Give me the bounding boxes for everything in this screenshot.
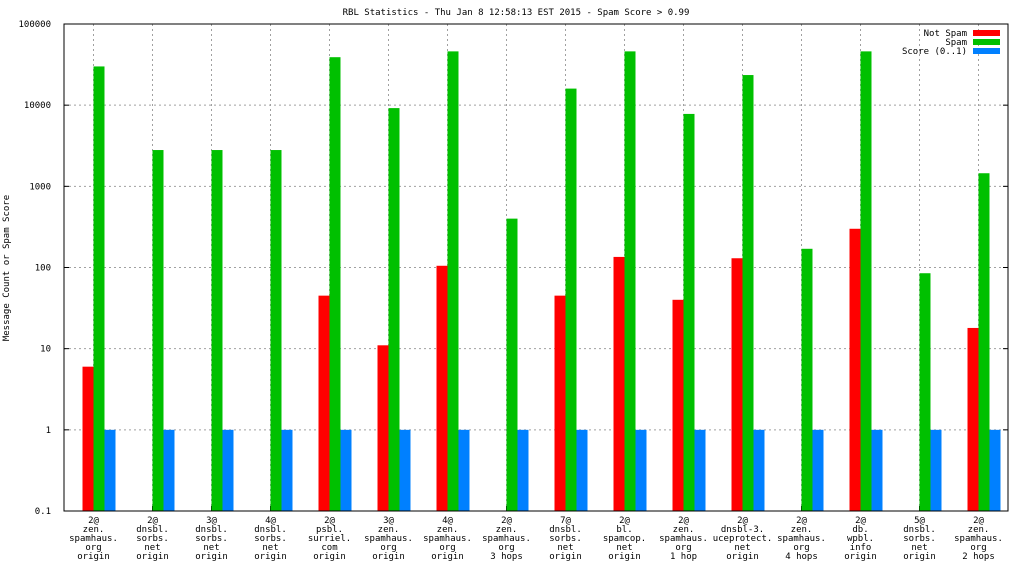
- bar-score-0-1-2: [163, 429, 175, 511]
- x-tick-label: 7@ dnsbl. sorbs. net origin: [549, 516, 582, 562]
- bar-spam-14: [860, 51, 872, 511]
- y-tick-label: 1000: [29, 182, 51, 192]
- bar-spam-11: [683, 113, 695, 511]
- bar-spam-7: [447, 51, 459, 511]
- plot-area: 0.1 1 10 100 1000 10000 100000 2@ zen. spamhaus. o…: [18, 20, 1008, 562]
- bar-spam-3: [211, 150, 223, 511]
- x-tick-label: 2@ zen. spamhaus. org 2 hops: [954, 516, 1003, 562]
- bar-spam-9: [565, 88, 577, 511]
- bar-score-0-1-16: [989, 429, 1001, 511]
- bar-spam-10: [624, 51, 636, 511]
- bar-spam-1: [93, 66, 105, 512]
- bar-not-spam-7: [436, 265, 448, 511]
- x-tick-label: 2@ db. wpbl. info origin: [844, 516, 877, 562]
- bar-not-spam-14: [849, 228, 861, 511]
- bar-score-0-1-7: [458, 429, 470, 511]
- x-tick-label: 2@ zen. spamhaus. org 4 hops: [777, 516, 826, 562]
- x-tick-label: 2@ zen. spamhaus. org 3 hops: [482, 516, 531, 562]
- x-tick-label: 3@ dnsbl. sorbs. net origin: [195, 516, 228, 562]
- x-tick-label: 4@ dnsbl. sorbs. net origin: [254, 516, 287, 562]
- bar-spam-12: [742, 75, 754, 511]
- bar-score-0-1-1: [104, 429, 116, 511]
- bar-not-spam-16: [967, 327, 979, 511]
- bar-spam-16: [978, 173, 990, 511]
- bar-not-spam-10: [613, 256, 625, 511]
- x-tick-label: 4@ zen. spamhaus. org origin: [423, 516, 472, 562]
- y-tick-label: 1: [46, 426, 51, 436]
- bar-score-0-1-6: [399, 429, 411, 511]
- bar-score-0-1-12: [753, 429, 765, 511]
- x-tick-label: 2@ zen. spamhaus. org 1 hop: [659, 516, 708, 562]
- bar-not-spam-1: [82, 366, 94, 511]
- bar-score-0-1-3: [222, 429, 234, 511]
- y-axis-label: Message Count or Spam Score: [2, 195, 12, 341]
- bar-score-0-1-9: [576, 429, 588, 511]
- x-tick-label: 3@ zen. spamhaus. org origin: [364, 516, 413, 562]
- x-tick-label: 2@ psbl. surriel. com origin: [308, 516, 351, 562]
- plot-frame: [63, 23, 1009, 512]
- x-tick-label: 2@ dnsbl-3. uceprotect. net origin: [713, 516, 773, 562]
- x-tick-label: 2@ dnsbl. sorbs. net origin: [136, 516, 169, 562]
- bar-score-0-1-4: [281, 429, 293, 511]
- legend-label: Not Spam: [924, 29, 967, 39]
- y-tick-label: 100: [35, 264, 51, 274]
- bar-not-spam-9: [554, 295, 566, 511]
- legend-label: Score (0..1): [902, 47, 967, 57]
- bar-spam-5: [329, 57, 341, 511]
- bar-spam-2: [152, 150, 164, 511]
- x-tick-label: 5@ dnsbl. sorbs. net origin: [903, 516, 936, 562]
- x-tick-label: 2@ bl. spamcop. net origin: [603, 516, 646, 562]
- bar-score-0-1-8: [517, 429, 529, 511]
- chart-title: RBL Statistics - Thu Jan 8 12:58:13 EST …: [343, 8, 690, 18]
- y-tick-label: 100000: [18, 20, 51, 30]
- bar-score-0-1-5: [340, 429, 352, 511]
- bar-not-spam-11: [672, 299, 684, 511]
- bar-spam-8: [506, 218, 518, 511]
- bar-score-0-1-15: [930, 429, 942, 511]
- legend-label: Spam: [945, 38, 967, 48]
- bar-not-spam-6: [377, 345, 389, 511]
- bar-spam-13: [801, 248, 813, 511]
- bar-score-0-1-10: [635, 429, 647, 511]
- x-tick-label: 2@ zen. spamhaus. org origin: [69, 516, 118, 562]
- bar-score-0-1-14: [871, 429, 883, 511]
- bar-not-spam-5: [318, 295, 330, 511]
- bar-score-0-1-13: [812, 429, 824, 511]
- bar-spam-15: [919, 273, 931, 511]
- y-tick-label: 10000: [24, 101, 51, 111]
- y-tick-label: 10: [40, 345, 51, 355]
- bar-not-spam-12: [731, 258, 743, 511]
- legend-swatch: [973, 30, 1000, 36]
- legend-swatch: [973, 48, 1000, 54]
- y-tick-label: 0.1: [35, 507, 51, 517]
- bar-score-0-1-11: [694, 429, 706, 511]
- bar-spam-6: [388, 108, 400, 511]
- legend-swatch: [973, 39, 1000, 45]
- bar-spam-4: [270, 150, 282, 511]
